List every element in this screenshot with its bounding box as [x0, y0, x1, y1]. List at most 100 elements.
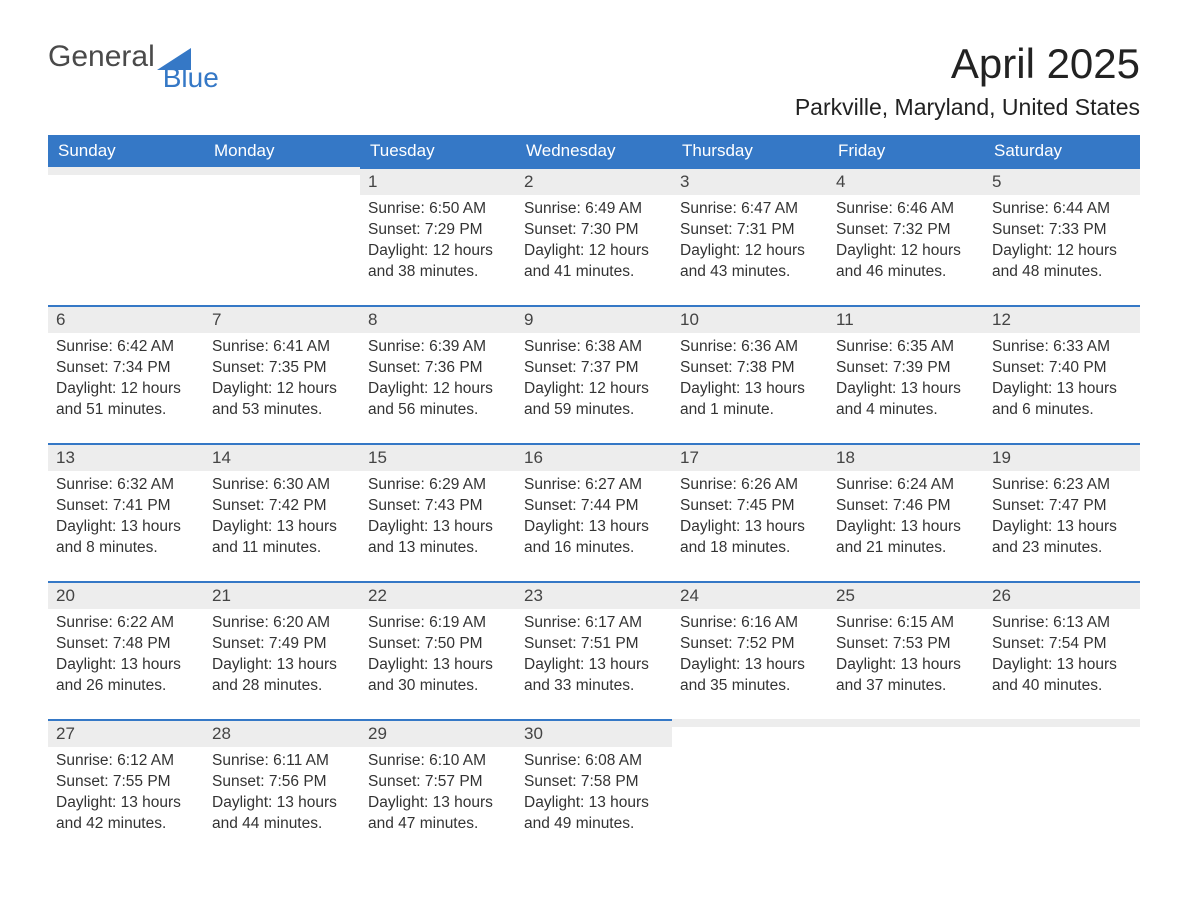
sunrise-text: Sunrise: 6:41 AM	[212, 337, 352, 358]
day-body: Sunrise: 6:24 AMSunset: 7:46 PMDaylight:…	[828, 471, 984, 581]
calendar-cell	[672, 719, 828, 857]
sunset-text: Sunset: 7:57 PM	[368, 772, 508, 793]
page-title-block: April 2025	[951, 40, 1140, 88]
day-body: Sunrise: 6:44 AMSunset: 7:33 PMDaylight:…	[984, 195, 1140, 305]
day-number: 17	[672, 443, 828, 471]
daylight-text: Daylight: 13 hours and 6 minutes.	[992, 379, 1132, 421]
sunrise-text: Sunrise: 6:24 AM	[836, 475, 976, 496]
daylight-text: Daylight: 13 hours and 37 minutes.	[836, 655, 976, 697]
day-body: Sunrise: 6:08 AMSunset: 7:58 PMDaylight:…	[516, 747, 672, 857]
daylight-text: Daylight: 12 hours and 56 minutes.	[368, 379, 508, 421]
daylight-text: Daylight: 13 hours and 18 minutes.	[680, 517, 820, 559]
day-number: 23	[516, 581, 672, 609]
day-body: Sunrise: 6:15 AMSunset: 7:53 PMDaylight:…	[828, 609, 984, 719]
calendar-cell: 22Sunrise: 6:19 AMSunset: 7:50 PMDayligh…	[360, 581, 516, 719]
day-body: Sunrise: 6:33 AMSunset: 7:40 PMDaylight:…	[984, 333, 1140, 443]
calendar-cell: 6Sunrise: 6:42 AMSunset: 7:34 PMDaylight…	[48, 305, 204, 443]
calendar-cell: 23Sunrise: 6:17 AMSunset: 7:51 PMDayligh…	[516, 581, 672, 719]
sunset-text: Sunset: 7:45 PM	[680, 496, 820, 517]
calendar-cell: 20Sunrise: 6:22 AMSunset: 7:48 PMDayligh…	[48, 581, 204, 719]
day-body: Sunrise: 6:41 AMSunset: 7:35 PMDaylight:…	[204, 333, 360, 443]
sunrise-text: Sunrise: 6:12 AM	[56, 751, 196, 772]
day-body: Sunrise: 6:22 AMSunset: 7:48 PMDaylight:…	[48, 609, 204, 719]
day-body: Sunrise: 6:10 AMSunset: 7:57 PMDaylight:…	[360, 747, 516, 857]
sunset-text: Sunset: 7:54 PM	[992, 634, 1132, 655]
calendar-cell	[828, 719, 984, 857]
day-body: Sunrise: 6:17 AMSunset: 7:51 PMDaylight:…	[516, 609, 672, 719]
day-body: Sunrise: 6:36 AMSunset: 7:38 PMDaylight:…	[672, 333, 828, 443]
day-number: 21	[204, 581, 360, 609]
calendar-table: Sunday Monday Tuesday Wednesday Thursday…	[48, 135, 1140, 857]
daylight-text: Daylight: 13 hours and 47 minutes.	[368, 793, 508, 835]
calendar-body: 1Sunrise: 6:50 AMSunset: 7:29 PMDaylight…	[48, 167, 1140, 857]
weekday-header: Monday	[204, 135, 360, 167]
day-number: 5	[984, 167, 1140, 195]
sunset-text: Sunset: 7:39 PM	[836, 358, 976, 379]
day-body: Sunrise: 6:16 AMSunset: 7:52 PMDaylight:…	[672, 609, 828, 719]
sunset-text: Sunset: 7:40 PM	[992, 358, 1132, 379]
sunrise-text: Sunrise: 6:47 AM	[680, 199, 820, 220]
page-title: April 2025	[951, 40, 1140, 88]
calendar-cell: 5Sunrise: 6:44 AMSunset: 7:33 PMDaylight…	[984, 167, 1140, 305]
sunset-text: Sunset: 7:48 PM	[56, 634, 196, 655]
daylight-text: Daylight: 13 hours and 13 minutes.	[368, 517, 508, 559]
day-body: Sunrise: 6:32 AMSunset: 7:41 PMDaylight:…	[48, 471, 204, 581]
sunset-text: Sunset: 7:53 PM	[836, 634, 976, 655]
day-body: Sunrise: 6:35 AMSunset: 7:39 PMDaylight:…	[828, 333, 984, 443]
day-number: 30	[516, 719, 672, 747]
sunrise-text: Sunrise: 6:26 AM	[680, 475, 820, 496]
sunset-text: Sunset: 7:43 PM	[368, 496, 508, 517]
daylight-text: Daylight: 12 hours and 43 minutes.	[680, 241, 820, 283]
daylight-text: Daylight: 13 hours and 49 minutes.	[524, 793, 664, 835]
daylight-text: Daylight: 13 hours and 11 minutes.	[212, 517, 352, 559]
sunrise-text: Sunrise: 6:49 AM	[524, 199, 664, 220]
day-number: 26	[984, 581, 1140, 609]
sunrise-text: Sunrise: 6:27 AM	[524, 475, 664, 496]
weekday-header: Friday	[828, 135, 984, 167]
calendar-cell: 10Sunrise: 6:36 AMSunset: 7:38 PMDayligh…	[672, 305, 828, 443]
sunset-text: Sunset: 7:31 PM	[680, 220, 820, 241]
daylight-text: Daylight: 13 hours and 1 minute.	[680, 379, 820, 421]
sunrise-text: Sunrise: 6:23 AM	[992, 475, 1132, 496]
sunrise-text: Sunrise: 6:32 AM	[56, 475, 196, 496]
day-body	[672, 727, 828, 837]
weekday-header: Thursday	[672, 135, 828, 167]
sunset-text: Sunset: 7:38 PM	[680, 358, 820, 379]
day-number: 19	[984, 443, 1140, 471]
calendar-cell: 26Sunrise: 6:13 AMSunset: 7:54 PMDayligh…	[984, 581, 1140, 719]
day-number	[828, 719, 984, 727]
day-number: 1	[360, 167, 516, 195]
day-number	[204, 167, 360, 175]
calendar-cell: 16Sunrise: 6:27 AMSunset: 7:44 PMDayligh…	[516, 443, 672, 581]
sunset-text: Sunset: 7:33 PM	[992, 220, 1132, 241]
logo-text-general: General	[48, 40, 155, 74]
sunset-text: Sunset: 7:55 PM	[56, 772, 196, 793]
sunrise-text: Sunrise: 6:22 AM	[56, 613, 196, 634]
calendar-cell: 27Sunrise: 6:12 AMSunset: 7:55 PMDayligh…	[48, 719, 204, 857]
day-number: 6	[48, 305, 204, 333]
day-number: 8	[360, 305, 516, 333]
day-number: 16	[516, 443, 672, 471]
sunrise-text: Sunrise: 6:08 AM	[524, 751, 664, 772]
calendar-cell: 7Sunrise: 6:41 AMSunset: 7:35 PMDaylight…	[204, 305, 360, 443]
daylight-text: Daylight: 12 hours and 48 minutes.	[992, 241, 1132, 283]
daylight-text: Daylight: 13 hours and 23 minutes.	[992, 517, 1132, 559]
day-body: Sunrise: 6:47 AMSunset: 7:31 PMDaylight:…	[672, 195, 828, 305]
calendar-cell: 28Sunrise: 6:11 AMSunset: 7:56 PMDayligh…	[204, 719, 360, 857]
day-body: Sunrise: 6:49 AMSunset: 7:30 PMDaylight:…	[516, 195, 672, 305]
sunset-text: Sunset: 7:56 PM	[212, 772, 352, 793]
logo-text-blue: Blue	[163, 62, 219, 94]
day-body: Sunrise: 6:29 AMSunset: 7:43 PMDaylight:…	[360, 471, 516, 581]
sunrise-text: Sunrise: 6:50 AM	[368, 199, 508, 220]
calendar-cell: 18Sunrise: 6:24 AMSunset: 7:46 PMDayligh…	[828, 443, 984, 581]
day-number: 28	[204, 719, 360, 747]
day-number	[984, 719, 1140, 727]
daylight-text: Daylight: 13 hours and 28 minutes.	[212, 655, 352, 697]
sunset-text: Sunset: 7:50 PM	[368, 634, 508, 655]
sunrise-text: Sunrise: 6:29 AM	[368, 475, 508, 496]
day-body	[984, 727, 1140, 837]
calendar-cell: 15Sunrise: 6:29 AMSunset: 7:43 PMDayligh…	[360, 443, 516, 581]
calendar-cell: 2Sunrise: 6:49 AMSunset: 7:30 PMDaylight…	[516, 167, 672, 305]
day-number: 14	[204, 443, 360, 471]
sunrise-text: Sunrise: 6:44 AM	[992, 199, 1132, 220]
